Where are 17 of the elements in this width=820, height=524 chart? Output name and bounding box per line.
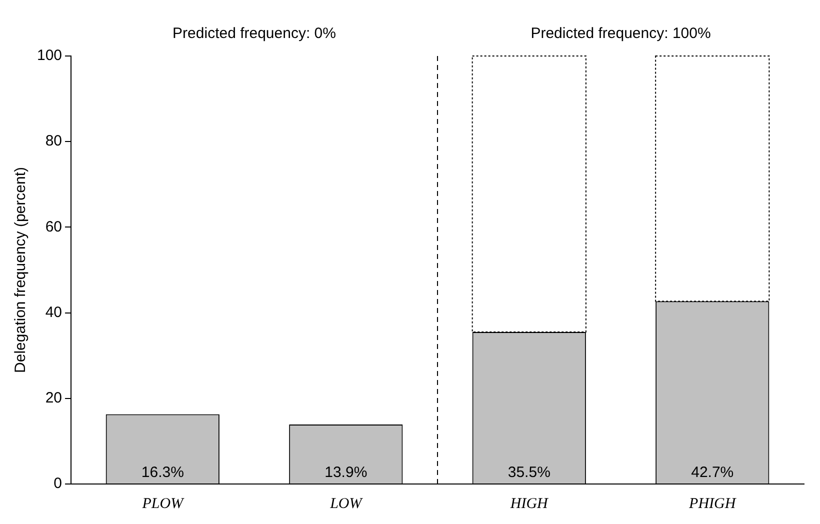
x-tick-label: HIGH [509, 496, 550, 512]
y-tick-label: 80 [45, 132, 62, 150]
x-tick-label: PHIGH [688, 496, 737, 512]
y-tick-label: 60 [45, 218, 62, 236]
y-tick-label: 100 [36, 47, 62, 64]
data-label: 42.7% [691, 464, 734, 481]
text: Predicted frequency: 100% [530, 25, 711, 42]
data-label: 16.3% [141, 464, 184, 481]
data-label: 35.5% [508, 464, 550, 481]
data-label: 13.9% [324, 464, 368, 481]
y-axis-title: Delegation frequency (percent) [12, 167, 30, 373]
text: Predicted frequency: 0% [172, 25, 336, 42]
x-tick-label: LOW [329, 496, 364, 512]
y-tick-label: 0 [54, 475, 62, 492]
x-tick-label: PLOW [141, 496, 185, 512]
y-tick-label: 20 [45, 390, 62, 407]
y-tick-label: 40 [45, 304, 62, 321]
